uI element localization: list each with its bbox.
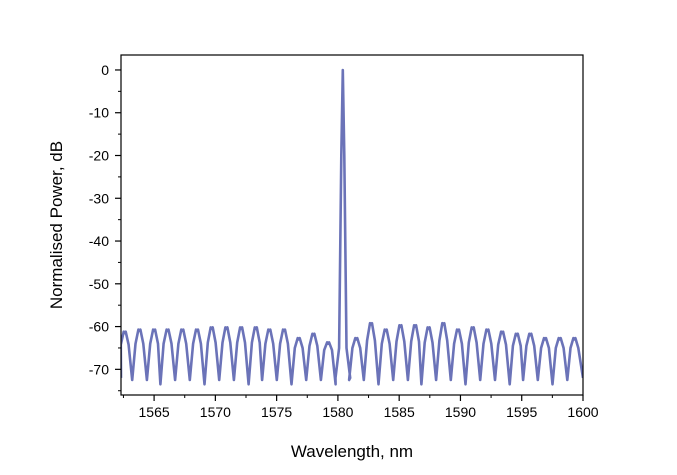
x-tick-label: 1570 [200,404,231,420]
y-tick-label: 0 [101,62,109,78]
x-tick-label: 1585 [384,404,415,420]
y-tick-label: -20 [89,148,109,164]
y-tick-label: -50 [89,276,109,292]
y-tick-label: -30 [89,190,109,206]
y-tick-label: -10 [89,105,109,121]
x-tick-label: 1600 [567,404,598,420]
y-axis-title: Normalised Power, dB [47,141,66,309]
x-tick-label: 1590 [445,404,476,420]
x-tick-label: 1580 [322,404,353,420]
x-tick-label: 1565 [139,404,170,420]
plot-frame [120,54,584,396]
y-tick-label: -40 [89,233,109,249]
y-tick-label: -60 [89,319,109,335]
x-axis-title: Wavelength, nm [291,442,413,461]
y-tick-label: -70 [89,361,109,377]
x-tick-label: 1575 [261,404,292,420]
x-tick-label: 1595 [506,404,537,420]
spectrum-line [121,68,583,386]
